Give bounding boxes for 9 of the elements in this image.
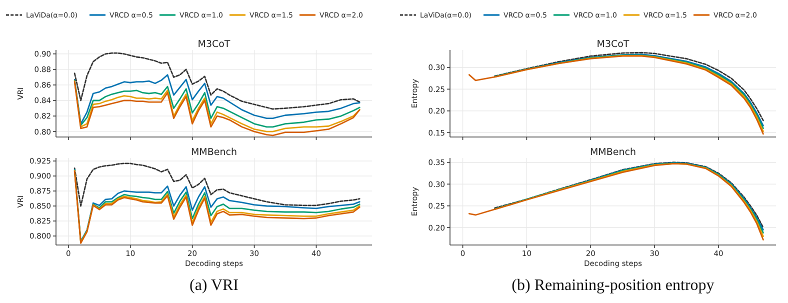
text: (b) Remaining-position entropy: [512, 277, 714, 294]
line-series: [74, 74, 360, 124]
text: (a) VRI: [189, 277, 239, 294]
chart-title: MMBench: [190, 147, 238, 158]
chart-title: M3CoT: [596, 39, 630, 50]
line-series: [74, 52, 360, 110]
line-series: [74, 162, 360, 207]
chart-title: MMBench: [590, 147, 636, 158]
chart-title: M3CoT: [198, 39, 230, 50]
